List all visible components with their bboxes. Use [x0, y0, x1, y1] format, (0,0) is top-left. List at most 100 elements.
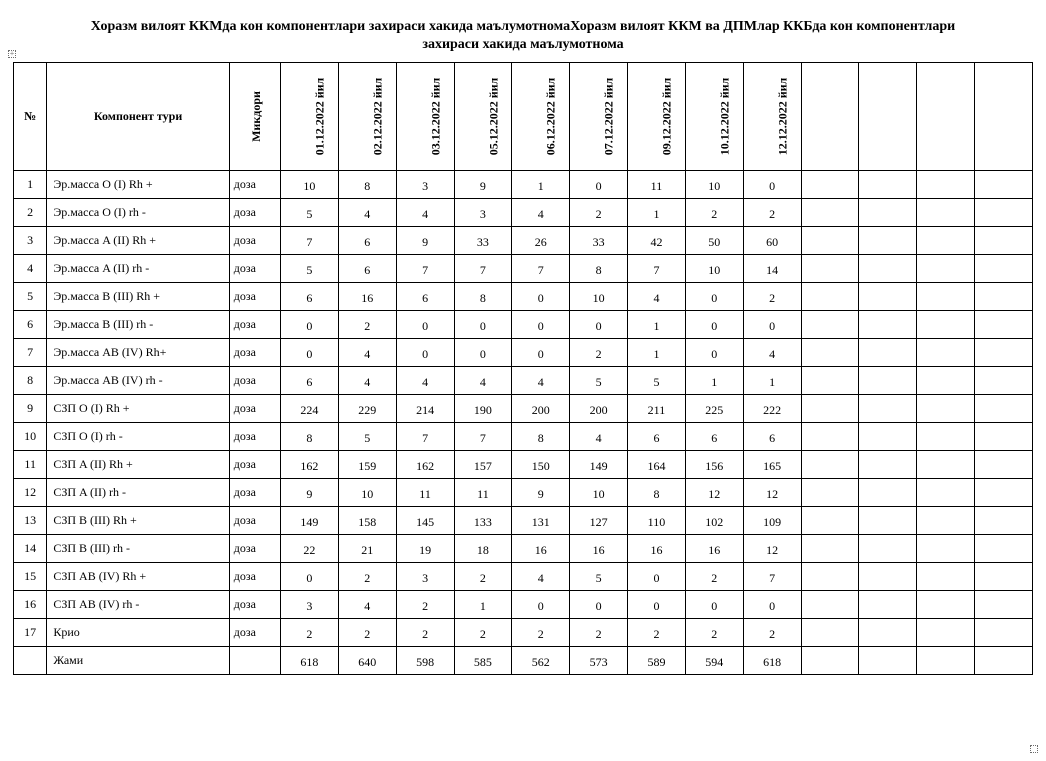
header-empty-3 [975, 63, 1033, 171]
cell-value: 618 [280, 647, 338, 675]
cell-empty [917, 227, 975, 255]
cell-value: 5 [628, 367, 686, 395]
cell-value: 200 [512, 395, 570, 423]
cell-value: 50 [685, 227, 743, 255]
cell-empty [917, 535, 975, 563]
cell-value: 6 [338, 255, 396, 283]
title-line-1: Хоразм вилоят ККМда кон компонентлари за… [91, 19, 955, 34]
cell-value: 0 [512, 283, 570, 311]
cell-num: 14 [14, 535, 47, 563]
header-date-0: 01.12.2022 йил [280, 63, 338, 171]
cell-empty [801, 451, 859, 479]
cell-value: 2 [512, 619, 570, 647]
table-row: 9СЗП O (I) Rh +доза224229214190200200211… [14, 395, 1033, 423]
header-date-7: 10.12.2022 йил [685, 63, 743, 171]
cell-value: 9 [396, 227, 454, 255]
cell-value: 6 [280, 367, 338, 395]
cell-value: 7 [743, 563, 801, 591]
cell-value: 133 [454, 507, 512, 535]
cell-component: Крио [47, 619, 229, 647]
cell-empty [975, 199, 1033, 227]
cell-value: 8 [628, 479, 686, 507]
cell-value: 10 [685, 255, 743, 283]
cell-empty [801, 423, 859, 451]
cell-empty [917, 479, 975, 507]
cell-value: 1 [454, 591, 512, 619]
cell-value: 1 [685, 367, 743, 395]
cell-value: 6 [280, 283, 338, 311]
cell-component: Эр.масса AB (IV) Rh+ [47, 339, 229, 367]
cell-value: 16 [685, 535, 743, 563]
cell-value: 2 [338, 311, 396, 339]
cell-empty [917, 171, 975, 199]
cell-value: 0 [454, 311, 512, 339]
cell-value: 0 [512, 311, 570, 339]
cell-unit: доза [229, 479, 280, 507]
cell-value: 149 [570, 451, 628, 479]
cell-value: 0 [628, 563, 686, 591]
cell-empty [917, 339, 975, 367]
cell-value: 4 [512, 367, 570, 395]
cell-empty [859, 423, 917, 451]
cell-empty [975, 591, 1033, 619]
cell-value: 26 [512, 227, 570, 255]
cell-num: 15 [14, 563, 47, 591]
cell-empty [975, 563, 1033, 591]
cell-value: 2 [570, 339, 628, 367]
cell-value: 22 [280, 535, 338, 563]
header-date-6: 09.12.2022 йил [628, 63, 686, 171]
cell-empty [859, 367, 917, 395]
table-row: 15СЗП AB (IV) Rh +доза023245027 [14, 563, 1033, 591]
table-row: 16СЗП AB (IV) rh -доза342100000 [14, 591, 1033, 619]
cell-empty [801, 563, 859, 591]
cell-value: 4 [454, 367, 512, 395]
table-row: 7Эр.масса AB (IV) Rh+доза040002104 [14, 339, 1033, 367]
cell-empty [801, 479, 859, 507]
cell-unit: доза [229, 339, 280, 367]
cell-unit: доза [229, 311, 280, 339]
cell-empty [975, 619, 1033, 647]
cell-value: 3 [396, 171, 454, 199]
cell-unit: доза [229, 255, 280, 283]
cell-unit: доза [229, 367, 280, 395]
cell-value: 3 [396, 563, 454, 591]
cell-value: 4 [338, 367, 396, 395]
cell-value: 0 [570, 591, 628, 619]
cell-value: 2 [743, 283, 801, 311]
cell-unit: доза [229, 451, 280, 479]
cell-empty [859, 199, 917, 227]
cell-value: 200 [570, 395, 628, 423]
cell-empty [859, 171, 917, 199]
cell-component: СЗП A (II) rh - [47, 479, 229, 507]
cell-value: 4 [396, 199, 454, 227]
header-date-3: 05.12.2022 йил [454, 63, 512, 171]
cell-value: 589 [628, 647, 686, 675]
cell-value: 10 [280, 171, 338, 199]
cell-num: 16 [14, 591, 47, 619]
cell-value: 0 [685, 283, 743, 311]
cell-value: 2 [338, 619, 396, 647]
cell-value: 2 [454, 619, 512, 647]
cell-empty [801, 591, 859, 619]
table-row: 12СЗП A (II) rh -доза910111191081212 [14, 479, 1033, 507]
cell-num: 2 [14, 199, 47, 227]
cell-value: 164 [628, 451, 686, 479]
cell-empty [975, 535, 1033, 563]
cell-value: 2 [280, 619, 338, 647]
cell-value: 109 [743, 507, 801, 535]
cell-value: 618 [743, 647, 801, 675]
table-row: 13СЗП B (III) Rh +доза149158145133131127… [14, 507, 1033, 535]
cell-empty [859, 283, 917, 311]
cell-value: 222 [743, 395, 801, 423]
cell-component: Жами [47, 647, 229, 675]
cell-value: 8 [280, 423, 338, 451]
cell-value: 11 [628, 171, 686, 199]
cell-empty [975, 479, 1033, 507]
cell-num [14, 647, 47, 675]
cell-value: 0 [685, 339, 743, 367]
table-row: 11СЗП A (II) Rh +доза1621591621571501491… [14, 451, 1033, 479]
table-row: 2Эр.масса O (I) rh -доза544342122 [14, 199, 1033, 227]
page-title: Хоразм вилоят ККМда кон компонентлари за… [13, 18, 1033, 54]
cell-value: 211 [628, 395, 686, 423]
cell-value: 9 [512, 479, 570, 507]
